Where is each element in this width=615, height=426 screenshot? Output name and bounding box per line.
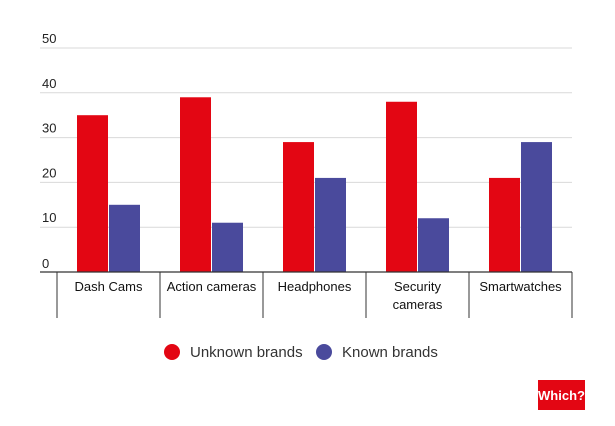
y-tick-label: 10 [42, 210, 56, 225]
bar-known-brands [109, 204, 140, 272]
y-axis-ticks: 0 10 20 30 40 50 [42, 31, 56, 271]
y-tick-label: 20 [42, 165, 56, 180]
category-label: Headphones [278, 279, 352, 294]
x-axis [40, 271, 573, 318]
bar-unknown-brands [283, 142, 314, 272]
y-tick-label: 50 [42, 31, 56, 46]
y-tick-label: 40 [42, 76, 56, 91]
bars [77, 97, 552, 272]
gridlines [40, 47, 572, 228]
category-labels: Dash Cams Action cameras Headphones Securit… [75, 279, 563, 312]
category-label: Smartwatches [479, 279, 562, 294]
legend-swatch-unknown-brands [164, 344, 180, 360]
bar-unknown-brands [77, 115, 108, 272]
category-label: Dash Cams [75, 279, 143, 294]
bar-known-brands [315, 177, 346, 272]
which-logo: Which? [538, 380, 585, 410]
which-logo-text: Which? [538, 388, 585, 403]
bar-unknown-brands [180, 97, 211, 272]
y-tick-label: 30 [42, 121, 56, 136]
bar-known-brands [418, 218, 449, 272]
bar-unknown-brands [489, 177, 520, 272]
category-label: Security cameras [393, 279, 443, 312]
bar-unknown-brands [386, 101, 417, 272]
legend-label-unknown-brands: Unknown brands [190, 344, 303, 361]
legend-label-known-brands: Known brands [342, 344, 438, 361]
bar-known-brands [521, 142, 552, 272]
bar-known-brands [212, 222, 243, 272]
legend: Unknown brands Known brands [164, 344, 438, 361]
legend-swatch-known-brands [316, 344, 332, 360]
category-label: Action cameras [167, 279, 257, 294]
which-logo-badge [538, 380, 585, 410]
y-tick-label: 0 [42, 256, 49, 271]
